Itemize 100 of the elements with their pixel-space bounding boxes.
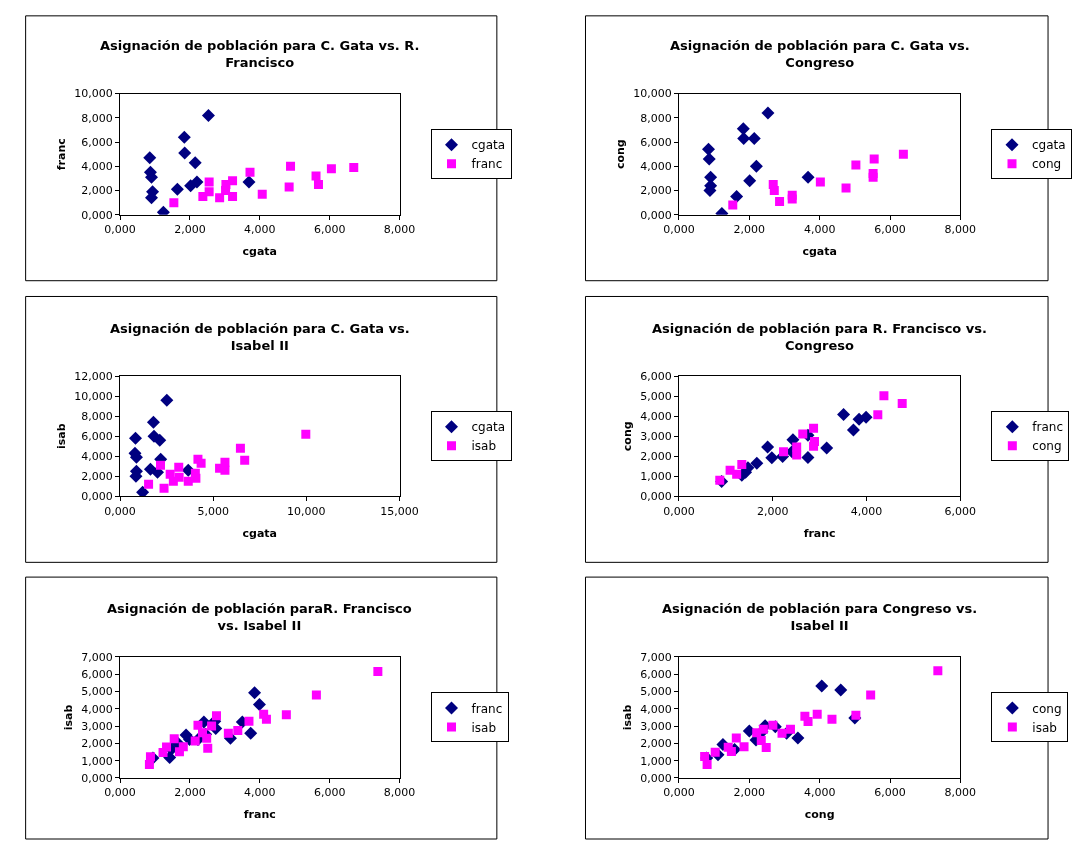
x-tick-label: 8,000: [383, 222, 416, 236]
y-tick-label: 6,000: [640, 135, 672, 149]
y-tick-label: 2,000: [81, 184, 113, 198]
legend-label: franc: [471, 157, 503, 172]
y-tick-label: 2,000: [81, 737, 113, 751]
x-tick-label: 0,000: [663, 222, 695, 236]
y-tick-label: 4,000: [81, 160, 113, 174]
legend-label: cgata: [471, 138, 506, 153]
x-tick-label: 4,000: [244, 786, 276, 800]
y-tick-label: 6,000: [81, 430, 113, 444]
y-tick-label: 4,000: [640, 702, 672, 716]
x-axis-title: cgata: [242, 245, 278, 259]
y-axis-title: isab: [620, 704, 634, 731]
legend-label: isab: [471, 720, 497, 735]
chart-title: Asignación de población para R. Francisco vs. Congreso: [652, 321, 987, 353]
y-tick-label: 12,000: [74, 370, 113, 384]
x-tick-label: 0,000: [663, 786, 695, 800]
y-axis-title: isab: [62, 704, 76, 731]
y-tick-label: 0,000: [81, 490, 113, 504]
x-tick-label: 0,000: [104, 786, 136, 800]
x-axis-title: cong: [804, 808, 835, 822]
y-tick-label: 4,000: [640, 160, 672, 174]
x-tick-label: 8,000: [944, 786, 977, 800]
x-tick-label: 0,000: [663, 504, 695, 518]
x-tick-label: 0,000: [104, 222, 136, 236]
y-tick-label: 10,000: [74, 390, 113, 404]
x-tick-label: 6,000: [944, 504, 977, 518]
x-axis-title: franc: [803, 526, 836, 540]
x-tick-label: 4,000: [244, 222, 276, 236]
y-tick-label: 2,000: [640, 184, 672, 198]
x-axis-title: cgata: [802, 245, 837, 259]
x-tick-label: 5,000: [197, 504, 229, 518]
y-tick-label: 4,000: [81, 702, 113, 716]
x-tick-label: 2,000: [733, 222, 766, 236]
legend-label: isab: [1032, 720, 1057, 735]
x-tick-label: 2,000: [757, 504, 789, 518]
y-tick-label: 0,000: [640, 771, 672, 785]
y-tick-label: 2,000: [640, 737, 672, 751]
y-tick-label: 6,000: [640, 370, 672, 384]
x-tick-label: 6,000: [874, 786, 906, 800]
x-tick-label: 4,000: [803, 786, 836, 800]
y-tick-label: 8,000: [640, 111, 672, 125]
legend-label: cong: [1032, 439, 1062, 454]
y-tick-label: 0,000: [640, 490, 672, 504]
x-tick-label: 6,000: [874, 222, 906, 236]
y-axis-title: franc: [55, 138, 69, 171]
y-tick-label: 5,000: [640, 685, 672, 699]
legend-label: cgata: [471, 420, 506, 435]
x-tick-label: 8,000: [944, 222, 977, 236]
y-tick-label: 0,000: [640, 208, 672, 222]
x-tick-label: 4,000: [803, 222, 836, 236]
y-tick-label: 4,000: [640, 410, 672, 424]
legend-label: cong: [1032, 701, 1062, 716]
y-axis-title: cong: [613, 139, 627, 170]
y-tick-label: 10,000: [74, 87, 113, 101]
x-tick-label: 2,000: [174, 786, 206, 800]
x-tick-label: 10,000: [287, 504, 326, 518]
y-tick-label: 6,000: [81, 135, 113, 149]
x-tick-label: 8,000: [383, 786, 416, 800]
y-tick-label: 2,000: [640, 450, 672, 464]
y-tick-label: 1,000: [81, 754, 113, 768]
y-axis-title: cong: [620, 421, 634, 452]
y-tick-label: 10,000: [633, 87, 672, 101]
y-axis-title: isab: [55, 423, 69, 450]
y-tick-label: 3,000: [640, 719, 672, 733]
x-tick-label: 6,000: [313, 222, 346, 236]
chart-title: Asignación de población para C. Gata vs. Congreso: [670, 38, 970, 70]
y-tick-label: 3,000: [640, 430, 672, 444]
y-tick-label: 0,000: [81, 771, 113, 785]
y-tick-label: 3,000: [81, 719, 113, 733]
x-axis-title: cgata: [242, 526, 278, 540]
y-tick-label: 0,000: [81, 208, 113, 222]
y-tick-label: 1,000: [640, 754, 672, 768]
legend-label: cong: [1032, 157, 1062, 172]
x-tick-label: 2,000: [733, 786, 766, 800]
y-tick-label: 8,000: [81, 111, 113, 125]
x-tick-label: 4,000: [850, 504, 883, 518]
x-tick-label: 2,000: [174, 222, 206, 236]
y-tick-label: 2,000: [81, 470, 113, 484]
y-tick-label: 7,000: [640, 650, 672, 664]
y-tick-label: 6,000: [640, 668, 672, 681]
chart-title: Asignación de población para C. Gata vs. R. Francisco: [100, 38, 420, 70]
chart-title: Asignación de población para Congreso vs. Isabel II: [662, 601, 978, 633]
x-axis-title: franc: [243, 808, 276, 822]
legend-label: cgata: [1032, 138, 1066, 153]
x-tick-label: 0,000: [104, 504, 136, 518]
x-tick-label: 6,000: [313, 786, 346, 800]
y-tick-label: 1,000: [640, 470, 672, 484]
chart-title: Asignación de población para C. Gata vs. Isabel II: [110, 321, 410, 353]
x-tick-label: 15,000: [380, 504, 419, 518]
legend-label: franc: [471, 701, 503, 716]
y-tick-label: 6,000: [81, 668, 113, 681]
y-tick-label: 5,000: [81, 685, 113, 699]
legend-label: isab: [471, 439, 497, 454]
legend-label: franc: [1032, 420, 1064, 435]
chart-title: Asignación de población paraR. Francisco vs. Isabel II: [107, 601, 412, 633]
y-tick-label: 8,000: [81, 410, 113, 424]
y-tick-label: 5,000: [640, 390, 672, 404]
y-tick-label: 7,000: [81, 650, 113, 664]
y-tick-label: 4,000: [81, 450, 113, 464]
